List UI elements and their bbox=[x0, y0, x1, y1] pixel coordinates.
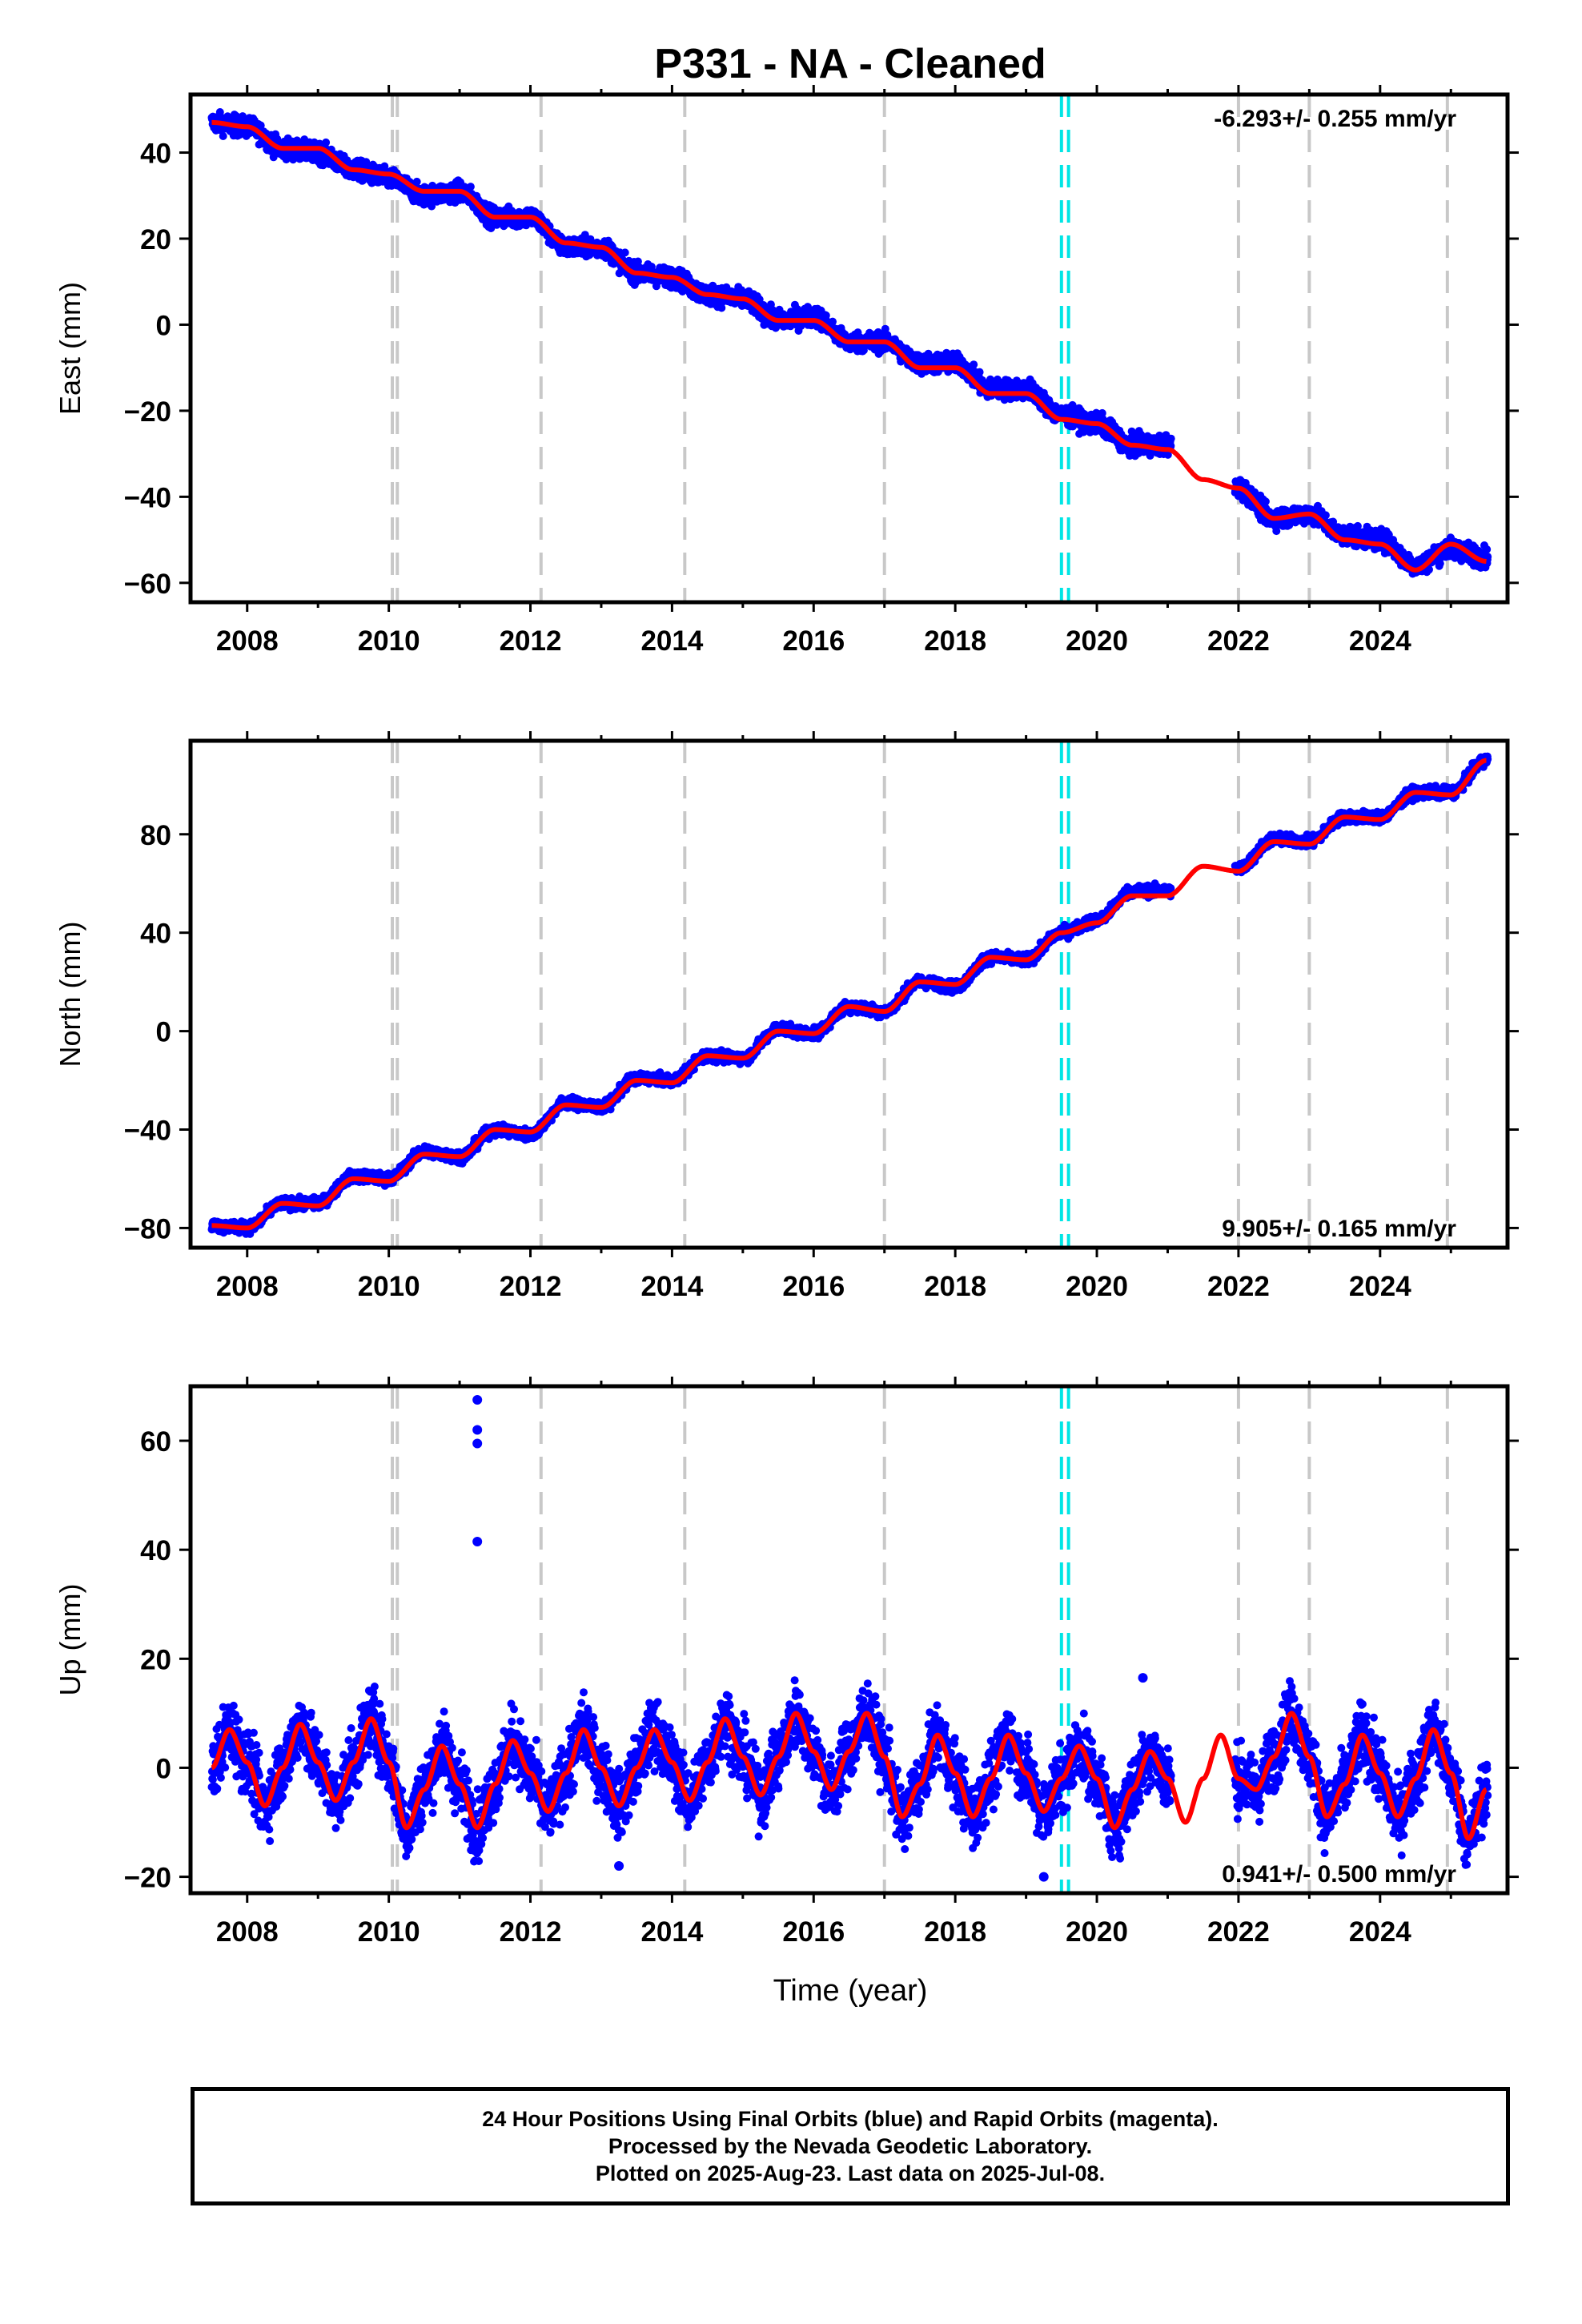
chart-title: P331 - NA - Cleaned bbox=[654, 41, 1046, 87]
daily-position-point bbox=[256, 121, 265, 130]
daily-position-point bbox=[412, 177, 421, 186]
x-axis: 2008 2010 2012 2014 2016 2018 2020 2022 2024 bbox=[216, 85, 1452, 657]
daily-position-point bbox=[829, 317, 837, 326]
daily-position-point bbox=[219, 132, 227, 140]
x-tick-label: 2024 bbox=[1349, 625, 1411, 657]
daily-position-point bbox=[970, 360, 978, 369]
y-tick-label: −40 bbox=[124, 482, 171, 513]
daily-position-point bbox=[1166, 434, 1175, 443]
x-tick-label: 2016 bbox=[782, 625, 845, 657]
panel-east: 2008 2010 2012 2014 2016 2018 2020 2022 2024 −60 −… bbox=[54, 85, 1519, 657]
panel-data-layer bbox=[207, 94, 1492, 602]
y-tick-label: 40 bbox=[140, 139, 171, 170]
x-tick-label: 2010 bbox=[358, 625, 420, 657]
daily-position-point bbox=[466, 183, 475, 191]
panel-north: 2008 2010 2012 2014 2016 2018 2020 2022 2024−80−… bbox=[54, 731, 1519, 1302]
y-tick-label: −20 bbox=[124, 396, 171, 428]
daily-position-point bbox=[1261, 497, 1270, 506]
x-tick-label: 2014 bbox=[640, 625, 703, 657]
y-axis-label: East (mm) bbox=[54, 282, 86, 415]
daily-position-point bbox=[717, 304, 726, 312]
x-tick-label: 2020 bbox=[1066, 625, 1128, 657]
x-tick-label: 2022 bbox=[1207, 625, 1270, 657]
daily-position-point bbox=[1483, 545, 1492, 553]
daily-position-point bbox=[580, 231, 589, 239]
daily-position-point bbox=[975, 368, 984, 376]
daily-position-point bbox=[620, 248, 629, 257]
daily-position-point bbox=[322, 138, 331, 147]
x-tick-label: 2018 bbox=[924, 625, 986, 657]
daily-positions bbox=[207, 752, 1492, 1238]
panel-data-layer bbox=[207, 741, 1492, 1248]
y-tick-label: 0 bbox=[156, 310, 171, 341]
daily-position-point bbox=[821, 311, 830, 320]
daily-position-point bbox=[633, 257, 642, 266]
y-tick-label: −60 bbox=[124, 569, 171, 600]
x-tick-label: 2008 bbox=[216, 625, 279, 657]
y-tick-label: 20 bbox=[140, 224, 171, 255]
x-tick-label: 2012 bbox=[500, 625, 562, 657]
velocity-label: -6.293+/- 0.255 mm/yr bbox=[1214, 106, 1456, 132]
